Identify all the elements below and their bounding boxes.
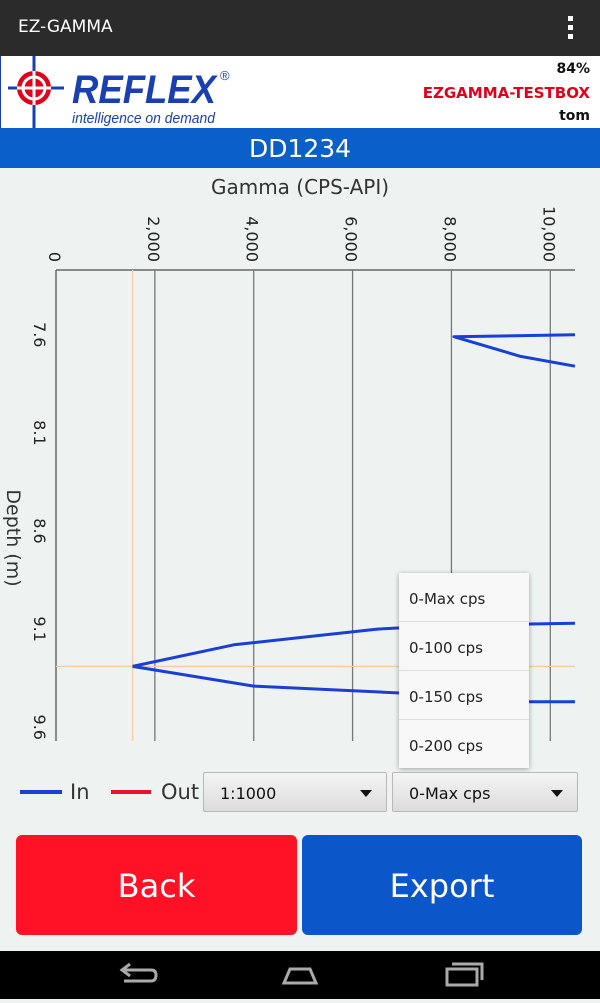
chart-title: Gamma (CPS-API) [211, 175, 389, 199]
home-icon[interactable] [281, 967, 319, 985]
x-tick-label: 10,000 [539, 206, 558, 262]
battery-level: 84% [556, 61, 590, 77]
range-dropdown-list: 0-Max cps 0-100 cps 0-150 cps 0-200 cps [399, 573, 529, 768]
chevron-down-icon [551, 790, 563, 797]
range-option[interactable]: 0-Max cps [399, 573, 529, 622]
y-tick-label: 7.6 [30, 322, 49, 347]
legend-out-swatch [111, 790, 151, 794]
logo-tagline: intelligence on demand [72, 110, 216, 127]
range-option[interactable]: 0-150 cps [399, 671, 529, 720]
y-tick-label: 8.6 [30, 518, 49, 543]
x-tick-label: 8,000 [440, 216, 459, 262]
chevron-down-icon [360, 790, 372, 797]
app-bar: EZ-GAMMA [0, 0, 600, 56]
logo-text: REFLEX [72, 68, 218, 112]
y-tick-label: 9.1 [30, 616, 49, 641]
logo-registered: ® [220, 68, 230, 83]
legend-in-label: In [70, 780, 90, 804]
app-title: EZ-GAMMA [18, 17, 113, 37]
range-option[interactable]: 0-100 cps [399, 622, 529, 671]
x-tick-label: 0 [45, 252, 64, 262]
system-nav-bar [0, 951, 600, 999]
back-button[interactable]: Back [16, 835, 297, 935]
y-tick-label: 9.6 [30, 715, 49, 740]
series-line-in [452, 333, 576, 368]
x-tick-label: 4,000 [243, 216, 262, 262]
hole-id: DD1234 [0, 128, 600, 168]
legend-out-label: Out [161, 780, 200, 804]
legend-in-swatch [20, 790, 62, 794]
scale-select-value: 1:1000 [220, 784, 277, 803]
back-arrow-icon[interactable] [119, 962, 158, 983]
scale-select[interactable]: 1:1000 [203, 772, 387, 812]
user-name: tom [559, 108, 590, 124]
range-select[interactable]: 0-Max cps [392, 772, 578, 812]
range-select-value: 0-Max cps [409, 784, 491, 803]
x-tick-label: 6,000 [342, 216, 361, 262]
y-axis-label: Depth (m) [2, 489, 24, 586]
overflow-menu-icon[interactable] [568, 16, 574, 40]
export-button[interactable]: Export [302, 835, 582, 935]
header: REFLEX ® intelligence on demand 84% EZGA… [0, 56, 600, 128]
axis-ticks: 0 2,000 4,000 6,000 8,000 10,000 7.6 8.1 8.6 9.1 9… [30, 206, 558, 740]
x-tick-label: 2,000 [144, 216, 163, 262]
y-tick-label: 8.1 [30, 420, 49, 445]
recent-apps-icon[interactable] [445, 962, 484, 987]
reflex-logo: REFLEX ® intelligence on demand [0, 56, 230, 128]
device-name: EZGAMMA-TESTBOX [422, 84, 590, 102]
range-option[interactable]: 0-200 cps [409, 737, 483, 755]
